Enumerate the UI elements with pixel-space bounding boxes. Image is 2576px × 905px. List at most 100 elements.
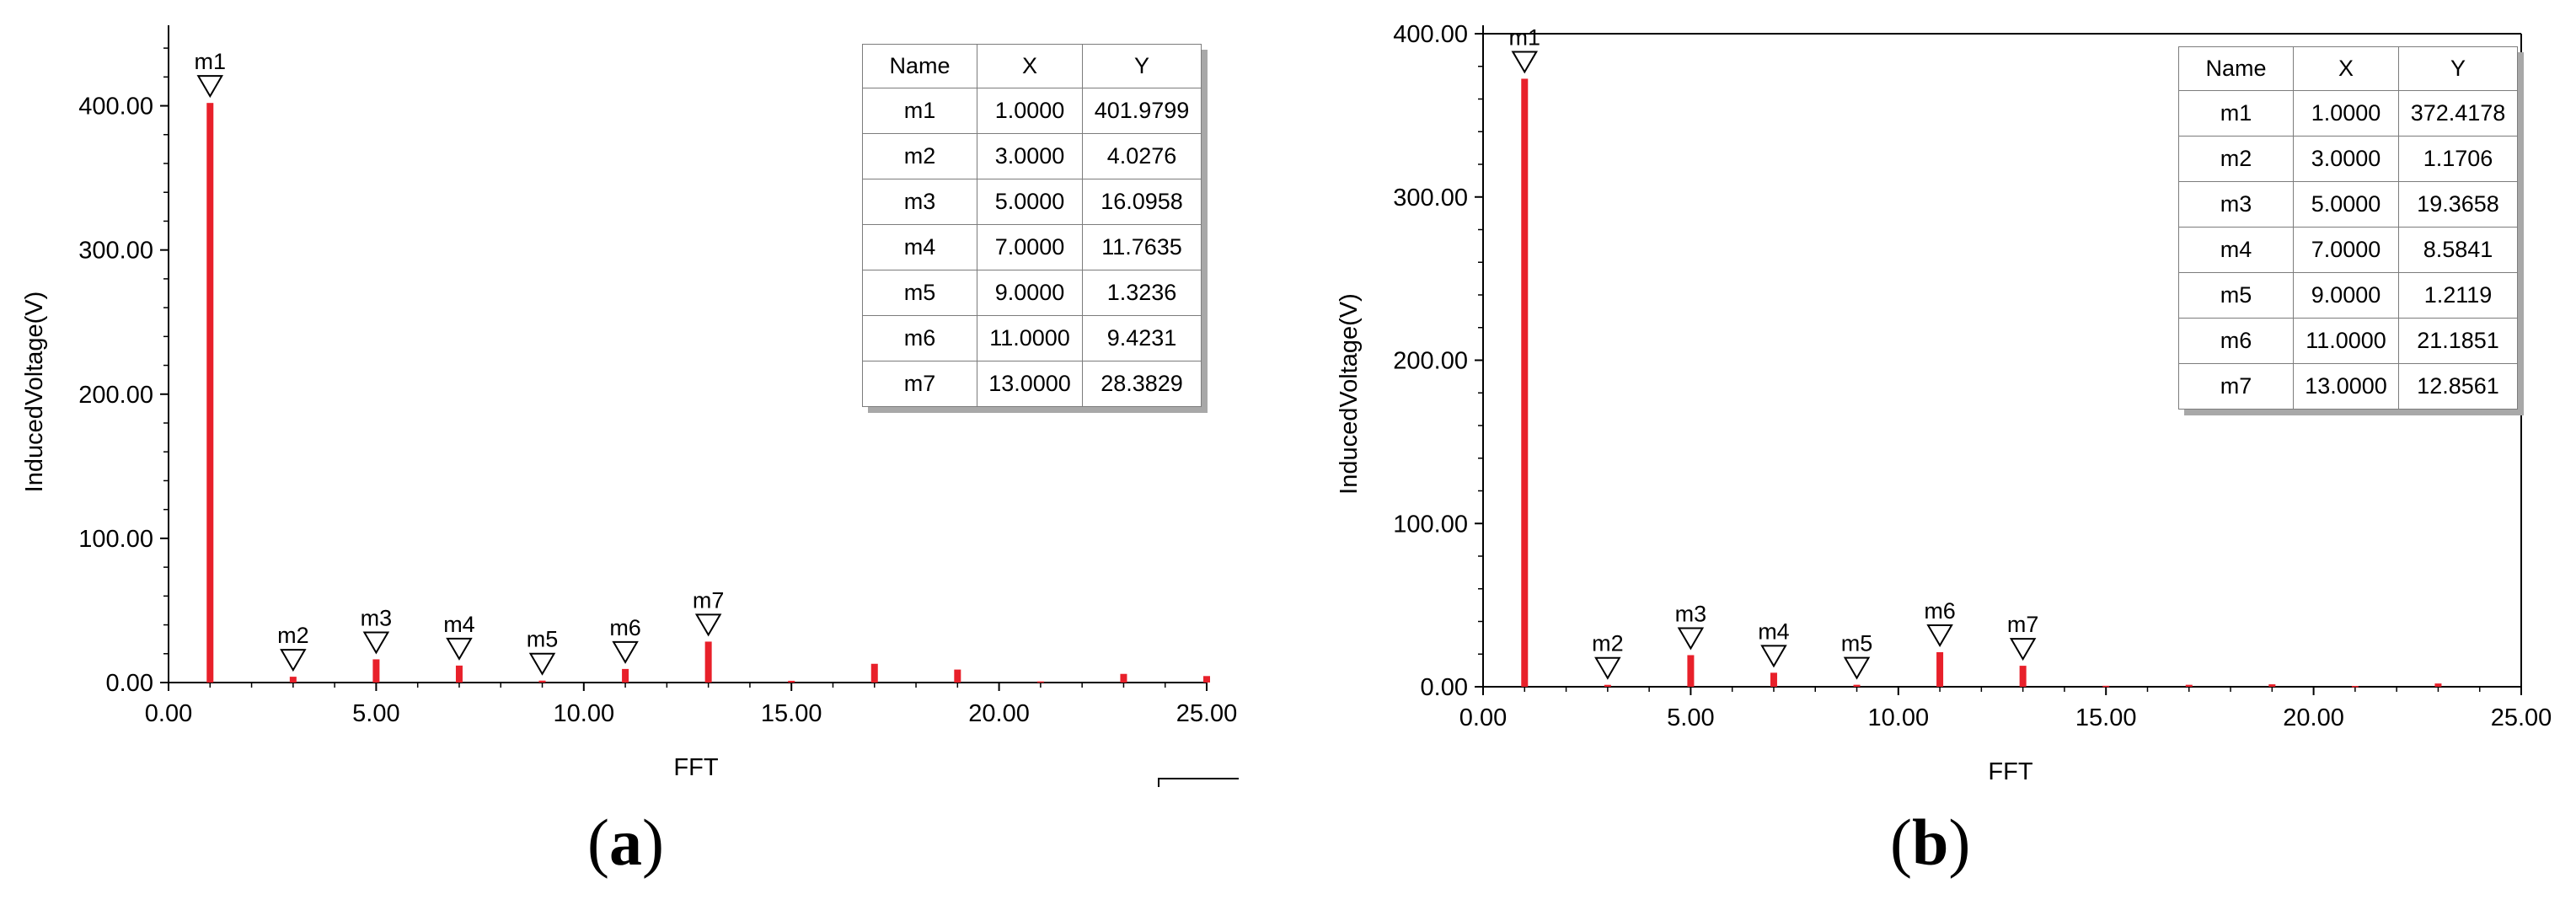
table-cell: 13.0000: [2293, 363, 2399, 410]
table-row: m5 9.0000 1.3236: [862, 270, 1202, 316]
marker-table-a: Name X Y m1 1.0000 401.9799 m2 3.0000 4.0276 m3 5…: [862, 44, 1202, 407]
table-cell: m5: [862, 270, 977, 316]
table-cell: 372.4178: [2398, 90, 2518, 137]
y-tick-label: 0.00: [106, 670, 153, 697]
marker-table-b: Name X Y m1 1.0000 372.4178 m2 3.0000 1.1706 m3 5…: [2178, 46, 2518, 410]
table-row: m7 13.0000 12.8561: [2178, 363, 2518, 410]
table-cell: 4.0276: [1082, 133, 1202, 179]
table-header-cell: Y: [1082, 44, 1202, 88]
bar: [1604, 684, 1611, 687]
x-tick-label: 15.00: [2075, 704, 2137, 731]
bar: [2102, 685, 2110, 688]
bar: [954, 669, 961, 683]
panel-caption-a: (a): [587, 806, 664, 879]
table-cell: 3.0000: [977, 133, 1083, 179]
marker-label: m1: [195, 49, 227, 74]
table-row: m2 3.0000 1.1706: [2178, 136, 2518, 182]
y-tick-label: 400.00: [1393, 21, 1468, 48]
x-tick-label: 5.00: [352, 700, 399, 727]
table-cell: m3: [2178, 181, 2294, 228]
table-row: m6 11.0000 21.1851: [2178, 318, 2518, 364]
table-header-cell: Y: [2398, 46, 2518, 91]
bar: [455, 665, 463, 683]
bar: [788, 680, 795, 683]
bar: [538, 680, 546, 683]
table-cell: 1.3236: [1082, 270, 1202, 316]
bar: [2185, 684, 2193, 687]
table-header-cell: X: [977, 44, 1083, 88]
marker-triangle-icon: [1760, 645, 1787, 668]
marker-label: m3: [361, 605, 393, 630]
table-row: m2 3.0000 4.0276: [862, 133, 1202, 179]
table-cell: 1.2119: [2398, 272, 2518, 319]
chart-panel-a: 0.00 100.00 200.00 300.00 400.00 0.00 5.00 10.0…: [21, 25, 1239, 879]
chart-panel-b: 0.00 100.00 200.00 300.00 400.00 0.00 5.00 10.0…: [1288, 0, 2576, 905]
y-tick-label: 200.00: [78, 382, 153, 409]
marker-triangle-icon: [612, 640, 639, 664]
table-cell: 5.0000: [2293, 181, 2399, 228]
x-tick-label: 25.00: [2491, 704, 2552, 731]
table-row: m6 11.0000 9.4231: [862, 315, 1202, 361]
table-row: m1 1.0000 401.9799: [862, 88, 1202, 134]
table-cell: m2: [862, 133, 977, 179]
bar: [289, 677, 297, 683]
table-cell: 1.0000: [2293, 90, 2399, 137]
marker-triangle-icon: [1677, 627, 1705, 651]
table-cell: 16.0958: [1082, 179, 1202, 225]
marker-triangle-icon: [362, 631, 390, 655]
bar: [1036, 681, 1044, 683]
x-axis-title: FFT: [1988, 758, 2032, 785]
y-tick-label: 0.00: [1421, 674, 1468, 701]
bar: [1203, 676, 1210, 683]
marker-label: m7: [2007, 612, 2039, 637]
marker-triangle-icon: [694, 613, 722, 637]
chart-svg-b: 0.00 100.00 200.00 300.00 400.00 0.00 5.00 10.0…: [1336, 21, 2552, 785]
marker-triangle-icon: [280, 649, 307, 672]
y-tick-label: 100.00: [1393, 511, 1468, 538]
marker-label: m4: [443, 612, 475, 637]
decor-bracket-line: [1158, 778, 1239, 787]
y-tick-label: 300.00: [78, 238, 153, 265]
y-tick-label: 300.00: [1393, 185, 1468, 212]
bar: [206, 103, 214, 683]
bar: [622, 668, 629, 683]
bar: [1936, 651, 1944, 687]
marker-triangle-icon: [1843, 656, 1871, 680]
x-tick-label: 20.00: [2283, 704, 2344, 731]
bar: [1120, 673, 1127, 683]
table-cell: m7: [862, 361, 977, 407]
table-cell: 12.8561: [2398, 363, 2518, 410]
table-cell: 1.1706: [2398, 136, 2518, 182]
table-cell: 5.0000: [977, 179, 1083, 225]
table-cell: m7: [2178, 363, 2294, 410]
table-cell: 9.4231: [1082, 315, 1202, 361]
table-row: m1 1.0000 372.4178: [2178, 90, 2518, 137]
table-row: m3 5.0000 16.0958: [862, 179, 1202, 225]
table-cell: m1: [2178, 90, 2294, 137]
table-cell: 401.9799: [1082, 88, 1202, 134]
panel-caption-b: (b): [1890, 806, 1971, 879]
table-cell: 19.3658: [2398, 181, 2518, 228]
table-row: m4 7.0000 11.7635: [862, 224, 1202, 270]
table-row: m3 5.0000 19.3658: [2178, 181, 2518, 228]
marker-label: m3: [1675, 601, 1707, 626]
table-cell: 11.0000: [977, 315, 1083, 361]
marker-label: m1: [1509, 24, 1541, 50]
x-tick-label: 10.00: [1868, 704, 1930, 731]
marker-label: m6: [1924, 598, 1956, 624]
marker-label: m2: [277, 623, 309, 648]
table-cell: m3: [862, 179, 977, 225]
x-tick-label: 25.00: [1176, 700, 1238, 727]
y-tick-label: 100.00: [78, 526, 153, 553]
table-cell: 7.0000: [2293, 227, 2399, 273]
table-cell: m6: [2178, 318, 2294, 364]
x-tick-label: 10.00: [554, 700, 615, 727]
marker-triangle-icon: [1594, 656, 1621, 680]
table-cell: 28.3829: [1082, 361, 1202, 407]
x-tick-label: 20.00: [968, 700, 1030, 727]
table-row: m4 7.0000 8.5841: [2178, 227, 2518, 273]
x-tick-label: 15.00: [761, 700, 822, 727]
table-cell: 13.0000: [977, 361, 1083, 407]
marker-triangle-icon: [2009, 638, 2037, 661]
chart-svg-a: 0.00 100.00 200.00 300.00 400.00 0.00 5.00 10.0…: [21, 25, 1239, 787]
